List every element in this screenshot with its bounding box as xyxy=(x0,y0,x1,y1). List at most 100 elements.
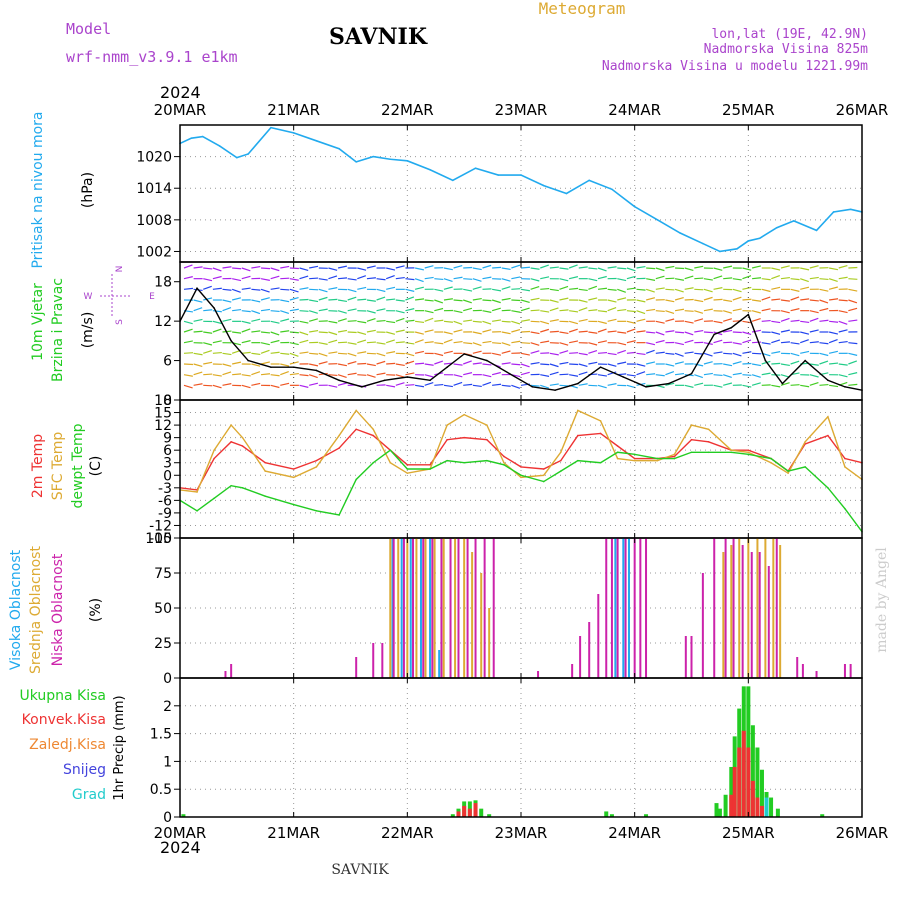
data-point xyxy=(520,476,522,479)
wind-barb xyxy=(193,371,203,376)
data-point xyxy=(719,250,721,253)
wind-barb xyxy=(790,319,800,322)
wind-barb xyxy=(674,288,684,293)
wind-barb xyxy=(578,288,588,292)
wind-barb xyxy=(732,342,742,345)
wind-barb xyxy=(270,331,280,336)
wind-barb xyxy=(809,341,819,344)
wind-barb xyxy=(800,298,810,301)
wind-barb xyxy=(328,351,338,354)
data-point xyxy=(463,436,465,439)
data-point xyxy=(542,480,545,483)
wind-barb xyxy=(453,340,463,344)
wind-barb xyxy=(309,318,318,322)
data-point xyxy=(577,434,579,437)
data-point xyxy=(213,307,215,309)
wind-barb xyxy=(838,320,848,325)
data-bar xyxy=(730,545,733,678)
wind-barb xyxy=(838,276,848,280)
data-bar xyxy=(454,538,457,678)
wind-barb xyxy=(328,320,338,324)
wind-barb xyxy=(241,287,251,290)
y-tick-label: 0 xyxy=(163,671,172,687)
wind-barb xyxy=(617,288,626,293)
y-tick-label: 2 xyxy=(163,699,172,715)
data-point xyxy=(372,428,375,431)
wind-barb xyxy=(415,320,425,324)
data-point xyxy=(787,472,789,474)
data-point xyxy=(446,424,448,426)
wind-barb xyxy=(819,278,829,281)
wind-barb xyxy=(318,342,328,345)
wind-barb xyxy=(318,288,328,293)
data-point xyxy=(542,184,545,187)
data-bar xyxy=(389,538,392,678)
data-point xyxy=(554,389,556,391)
wind-barb xyxy=(270,339,280,344)
wind-barb xyxy=(357,374,367,376)
y-tick-label: -12 xyxy=(149,518,172,534)
data-bar xyxy=(483,538,486,678)
wind-rose-icon: N E W S xyxy=(84,266,156,325)
wind-barb xyxy=(366,310,376,314)
data-point xyxy=(667,382,670,385)
wind-barb xyxy=(655,320,665,324)
y-tick-label: -15 xyxy=(149,531,172,547)
wind-barb xyxy=(607,318,617,322)
wind-barb xyxy=(742,331,752,336)
wind-barb xyxy=(520,299,530,304)
wind-barb xyxy=(723,329,733,333)
data-point xyxy=(355,428,357,431)
wind-barb xyxy=(491,307,501,312)
wind-barb xyxy=(588,361,598,365)
wind-barb xyxy=(559,309,569,312)
elevation: Nadmorska Visina 825m xyxy=(704,42,869,57)
y-tick-label: 15 xyxy=(154,406,172,422)
wind-barb xyxy=(530,309,540,312)
data-point xyxy=(315,510,318,512)
wind-barb xyxy=(800,278,809,283)
wind-barb xyxy=(203,331,213,334)
wind-barb xyxy=(241,310,251,313)
wind-barb xyxy=(212,287,222,290)
wind-barb xyxy=(819,342,829,345)
data-point xyxy=(599,432,602,435)
data-point xyxy=(565,192,568,195)
wind-barb xyxy=(472,362,482,365)
wind-barb xyxy=(251,299,261,303)
date-label-top: 23MAR xyxy=(495,101,548,119)
wind-barb xyxy=(222,318,232,322)
wind-barb xyxy=(424,265,434,269)
wind-barb xyxy=(751,374,761,378)
data-point xyxy=(389,461,392,464)
data-bar xyxy=(610,538,613,678)
wind-barb xyxy=(222,371,232,376)
wind-barb xyxy=(415,362,425,365)
wind-barb xyxy=(193,352,203,356)
wind-barb xyxy=(434,278,444,281)
data-bar xyxy=(605,538,608,678)
wind-barb xyxy=(578,371,588,376)
data-bar xyxy=(429,538,432,678)
wind-rose-s: S xyxy=(115,319,125,325)
wind-barb xyxy=(482,374,492,378)
wind-barb xyxy=(819,307,829,312)
wind-barb xyxy=(193,299,203,303)
data-point xyxy=(611,188,613,191)
wind-barb xyxy=(578,383,588,386)
data-point xyxy=(315,459,318,462)
data-bar xyxy=(355,657,358,678)
wind-barb xyxy=(193,383,203,386)
wind-barb xyxy=(752,277,762,280)
wind-barb xyxy=(819,288,829,292)
wind-barb xyxy=(357,267,367,271)
data-point xyxy=(520,174,522,176)
wind-barb xyxy=(183,276,193,280)
wind-barb xyxy=(626,328,636,333)
wind-barb xyxy=(251,371,261,376)
data-bar xyxy=(764,538,767,678)
data-bar xyxy=(424,538,427,678)
wind-barb xyxy=(434,288,444,292)
data-point xyxy=(633,205,636,208)
wind-barb xyxy=(684,331,694,336)
